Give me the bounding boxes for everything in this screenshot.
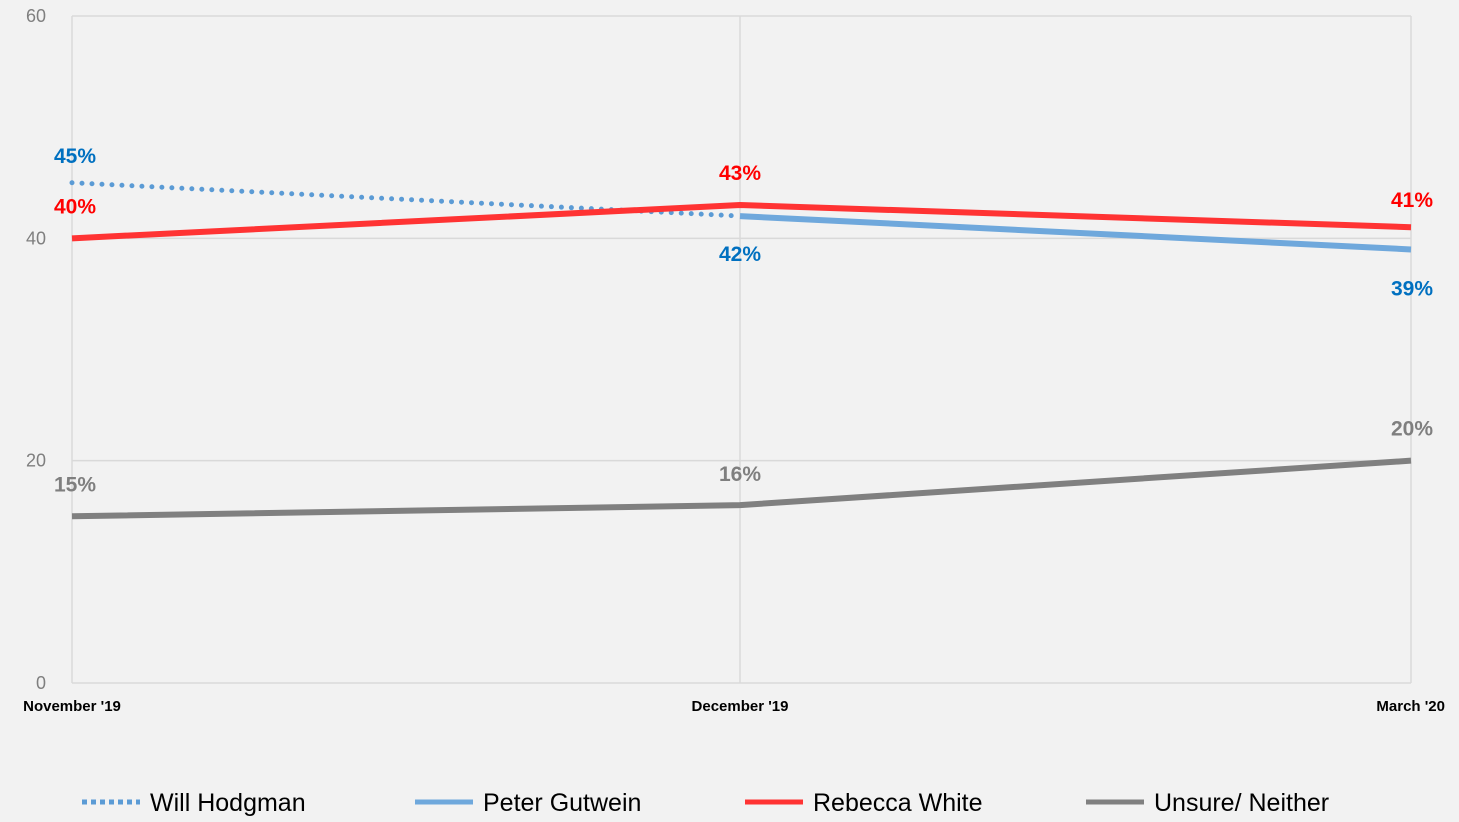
legend-label: Will Hodgman (150, 789, 306, 817)
y-tick-label: 20 (26, 451, 46, 471)
series-line-will-hodgman (69, 180, 743, 219)
legend-label: Unsure/ Neither (1154, 789, 1329, 817)
x-tick-label: November '19 (23, 698, 121, 715)
data-label: 20% (1391, 418, 1433, 441)
data-label: 42% (719, 243, 761, 266)
series-lines (69, 180, 1412, 520)
legend-label: Rebecca White (813, 789, 983, 817)
y-tick-label: 60 (26, 6, 46, 26)
axes: 0 20 40 60 November '19 December '19 March '20 (23, 6, 1445, 715)
data-label: 39% (1391, 277, 1433, 300)
legend-label: Peter Gutwein (483, 789, 641, 817)
data-label: 40% (54, 195, 96, 218)
x-tick-label: March '20 (1376, 698, 1445, 715)
data-label: 41% (1391, 189, 1433, 212)
data-labels: 45% 42% 39% 40% 43% 41% 15% 16% 20% (54, 145, 1433, 497)
gridlines (71, 15, 1412, 683)
data-label: 43% (719, 162, 761, 185)
legend: Will Hodgman Peter Gutwein Rebecca White Un… (82, 789, 1329, 817)
data-label: 16% (719, 463, 761, 486)
x-tick-label: December '19 (692, 698, 789, 715)
y-tick-label: 40 (26, 228, 46, 248)
y-tick-label: 0 (36, 673, 46, 693)
data-label: 15% (54, 473, 96, 496)
series-line-peter-gutwein (739, 213, 1412, 253)
data-label: 45% (54, 145, 96, 168)
series-line-unsure-neither (71, 457, 1412, 520)
series-line-rebecca-white (71, 201, 1412, 242)
